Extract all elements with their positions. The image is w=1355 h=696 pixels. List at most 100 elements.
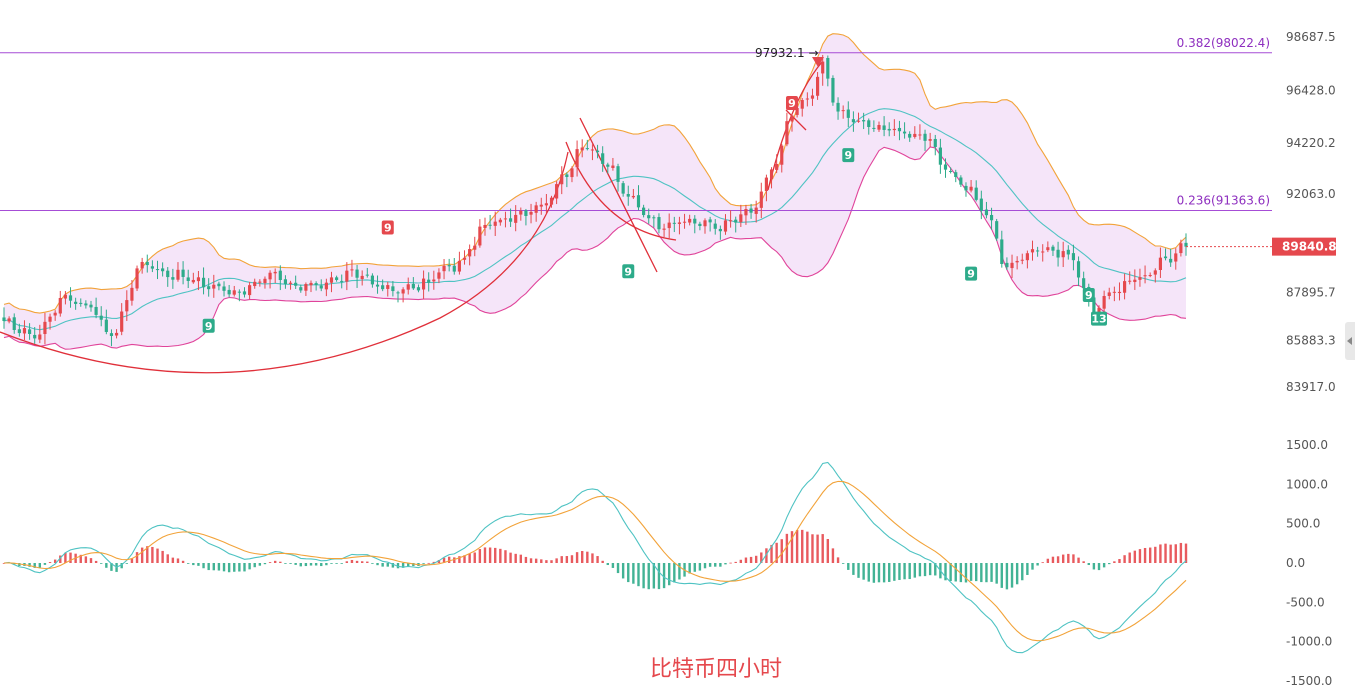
- macd-histogram-bar: [320, 563, 323, 567]
- fib-label-0: 0.382(98022.4): [1177, 36, 1270, 50]
- bollinger-band: [3, 33, 1187, 350]
- macd-histogram-bar: [279, 561, 282, 563]
- candle-body: [416, 287, 421, 291]
- macd-histogram-bar: [412, 563, 415, 567]
- macd-tick-label-5: -1000.0: [1286, 635, 1332, 649]
- candle-body: [427, 279, 431, 283]
- candle-body: [386, 285, 390, 289]
- macd-histogram-bar: [1164, 543, 1167, 563]
- candle-body: [867, 120, 871, 127]
- td-marker-badge: [1091, 311, 1108, 326]
- macd-histogram-bar: [156, 548, 159, 563]
- candle-body: [114, 332, 119, 336]
- macd-histogram-bar: [43, 563, 47, 565]
- candle-body: [227, 289, 231, 295]
- candle-body: [17, 329, 21, 334]
- candle-body: [754, 207, 758, 214]
- candle-body: [908, 133, 912, 138]
- candle-body: [1076, 261, 1081, 278]
- macd-histogram-bar: [1077, 557, 1080, 563]
- macd-histogram-bar: [268, 562, 272, 563]
- macd-histogram-bar: [575, 552, 579, 563]
- macd-histogram-bar: [1113, 561, 1116, 563]
- candle-body: [1102, 296, 1106, 309]
- candle-body: [217, 283, 221, 287]
- macd-histogram-bar: [120, 563, 123, 569]
- candle-body: [672, 222, 676, 224]
- candle-body: [63, 294, 67, 299]
- candle-body: [1143, 275, 1147, 277]
- candle-body: [570, 168, 574, 178]
- candle-body: [590, 149, 595, 151]
- macd-histogram-bar: [38, 563, 42, 568]
- price-tick-label-6: 83917.0: [1286, 380, 1336, 394]
- candle-body: [457, 260, 461, 272]
- candle-body: [524, 210, 528, 216]
- candle-body: [432, 279, 436, 282]
- candle-body: [447, 265, 451, 267]
- candle-body: [667, 222, 671, 229]
- macd-tick-label-1: 1000.0: [1286, 477, 1328, 491]
- side-panel-toggle[interactable]: [1345, 322, 1355, 360]
- candle-body: [212, 284, 216, 289]
- macd-histogram-bar: [872, 563, 876, 583]
- candle-body: [989, 214, 994, 221]
- candle-body: [171, 277, 175, 280]
- macd-histogram-bar: [1184, 543, 1188, 563]
- macd-histogram-bar: [882, 563, 886, 583]
- candle-body: [222, 286, 226, 291]
- candle-body: [473, 245, 477, 250]
- candle-body: [79, 302, 83, 304]
- macd-histogram-bar: [1174, 544, 1177, 563]
- candle-body: [1071, 253, 1076, 261]
- macd-histogram-bar: [749, 556, 753, 563]
- candle-body: [478, 226, 482, 246]
- macd-tick-label-4: -500.0: [1286, 595, 1325, 609]
- candle-body: [278, 270, 282, 281]
- macd-histogram-bar: [708, 563, 712, 567]
- macd-histogram-bar: [1056, 556, 1060, 563]
- macd-histogram-bar: [396, 563, 400, 569]
- macd-histogram-bar: [355, 560, 359, 563]
- candle-body: [253, 281, 257, 287]
- macd-histogram-bar: [586, 551, 589, 563]
- macd-histogram-bar: [744, 557, 748, 563]
- macd-histogram-bar: [893, 563, 896, 581]
- candle-body: [48, 316, 52, 322]
- td-marker-label: 9: [967, 268, 975, 281]
- macd-tick-label-0: 1500.0: [1286, 438, 1328, 452]
- candle-body: [954, 172, 958, 177]
- macd-histogram-bar: [1021, 563, 1024, 581]
- macd-histogram-bar: [248, 563, 251, 570]
- macd-histogram-bar: [442, 557, 446, 563]
- candle-body: [1123, 281, 1127, 293]
- macd-histogram-bar: [125, 563, 129, 564]
- candle-body: [826, 57, 830, 79]
- candle-body: [1107, 292, 1111, 296]
- macd-histogram-bar: [908, 563, 911, 580]
- candle-body: [913, 133, 917, 137]
- candle-body: [27, 329, 32, 334]
- macd-histogram-bar: [570, 555, 574, 563]
- macd-histogram-bar: [1087, 563, 1090, 566]
- candle-body: [1184, 242, 1188, 247]
- macd-histogram-bar: [821, 534, 824, 563]
- candle-body: [1097, 307, 1101, 314]
- macd-histogram-bar: [1133, 550, 1137, 563]
- macd-histogram-bar: [84, 556, 88, 563]
- macd-histogram-bar: [48, 562, 52, 563]
- macd-histogram-bar: [59, 555, 62, 563]
- candle-body: [1158, 257, 1163, 270]
- candle-body: [882, 125, 886, 130]
- candle-body: [1051, 246, 1055, 251]
- last-price-text: 89840.8: [1282, 240, 1337, 254]
- candle-body: [340, 280, 344, 282]
- candle-body: [166, 270, 170, 278]
- macd-histogram-bar: [401, 563, 405, 568]
- peak-marker: [812, 57, 824, 67]
- macd-histogram-bar: [458, 556, 461, 563]
- candle-body: [1015, 260, 1019, 263]
- macd-histogram-bar: [238, 563, 241, 572]
